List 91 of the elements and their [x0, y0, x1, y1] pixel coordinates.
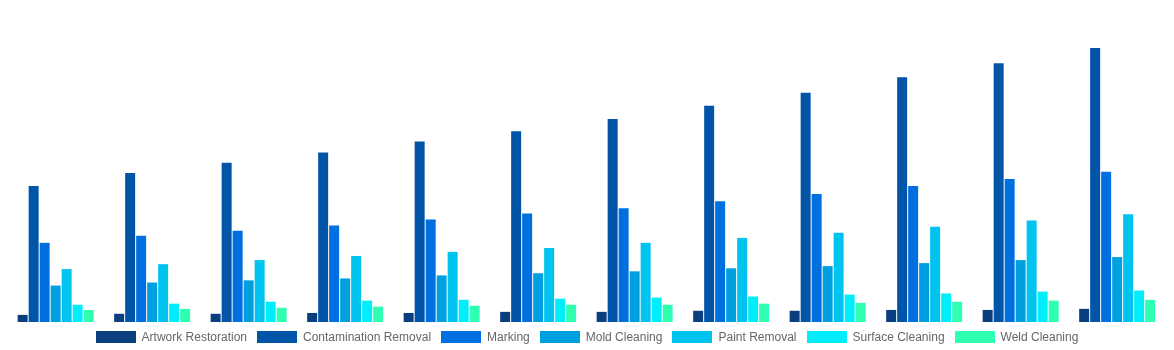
bar	[511, 131, 522, 322]
bar	[759, 303, 770, 322]
bar	[169, 303, 180, 322]
bar	[403, 312, 414, 322]
bar	[640, 242, 651, 322]
bar	[276, 307, 287, 322]
bar	[566, 304, 577, 322]
bar	[544, 248, 555, 322]
bar	[425, 219, 436, 322]
bar	[1123, 214, 1134, 322]
bar	[125, 172, 136, 322]
bar	[982, 309, 993, 322]
bar	[447, 251, 458, 322]
bar	[629, 271, 640, 322]
bar	[28, 186, 39, 322]
bar	[147, 282, 158, 322]
bar	[221, 162, 232, 322]
bar	[930, 226, 941, 322]
bar	[329, 225, 340, 322]
bar	[908, 186, 919, 322]
bar	[1112, 257, 1123, 322]
bar	[533, 273, 544, 322]
legend-label: Marking	[487, 330, 530, 344]
bar	[800, 92, 811, 322]
bar	[72, 304, 83, 322]
bar	[1134, 290, 1145, 322]
bar	[307, 312, 318, 322]
bar	[1090, 48, 1101, 322]
bar	[17, 314, 28, 322]
bar	[50, 285, 61, 322]
bar	[1145, 299, 1156, 322]
bar	[1101, 171, 1112, 322]
bar	[952, 301, 963, 322]
legend-label: Weld Cleaning	[1000, 330, 1079, 344]
bar	[1015, 260, 1026, 322]
bar	[596, 311, 607, 322]
bar	[833, 232, 844, 322]
bar	[618, 208, 629, 322]
bar	[897, 77, 908, 322]
legend-label: Surface Cleaning	[852, 330, 945, 344]
bar	[607, 118, 618, 322]
bar	[362, 300, 373, 322]
bar	[318, 152, 329, 322]
legend-label: Paint Removal	[718, 330, 797, 344]
bar	[436, 275, 447, 322]
bar	[811, 194, 822, 322]
legend-label: Contamination Removal	[302, 330, 432, 344]
bar	[265, 301, 276, 322]
bar	[855, 302, 866, 322]
bar	[715, 201, 726, 322]
bar	[941, 293, 952, 322]
bar	[340, 278, 351, 322]
bar	[500, 311, 511, 322]
bar	[83, 309, 94, 322]
bar	[373, 306, 384, 322]
bar	[1037, 291, 1048, 322]
bar	[158, 264, 169, 322]
bar	[844, 294, 855, 322]
bar	[469, 305, 480, 322]
bar	[1048, 300, 1059, 322]
bar	[414, 141, 425, 322]
bar	[1026, 220, 1037, 322]
bar	[748, 296, 759, 322]
bar	[651, 297, 662, 322]
bar	[704, 105, 715, 322]
bar	[1004, 178, 1015, 322]
bar	[737, 237, 748, 322]
bar	[726, 268, 737, 322]
legend-label: Mold Cleaning	[585, 330, 663, 344]
bar	[351, 255, 362, 322]
bar	[243, 280, 254, 322]
bar	[693, 310, 704, 322]
bar	[919, 263, 930, 322]
bar	[789, 310, 800, 322]
bar	[254, 260, 265, 322]
bar	[232, 230, 243, 322]
bar	[662, 304, 673, 322]
bar	[39, 242, 50, 322]
bar	[180, 308, 191, 322]
bar	[555, 298, 566, 322]
legend-label: Artwork Restoration	[141, 330, 247, 344]
bar	[136, 235, 147, 322]
bar	[114, 313, 125, 322]
bar	[458, 299, 469, 322]
bar	[822, 266, 833, 322]
bar	[1079, 308, 1090, 322]
bar	[522, 213, 533, 322]
bar	[61, 269, 72, 322]
bar	[993, 63, 1004, 322]
bar	[210, 313, 221, 322]
bar	[886, 309, 897, 322]
